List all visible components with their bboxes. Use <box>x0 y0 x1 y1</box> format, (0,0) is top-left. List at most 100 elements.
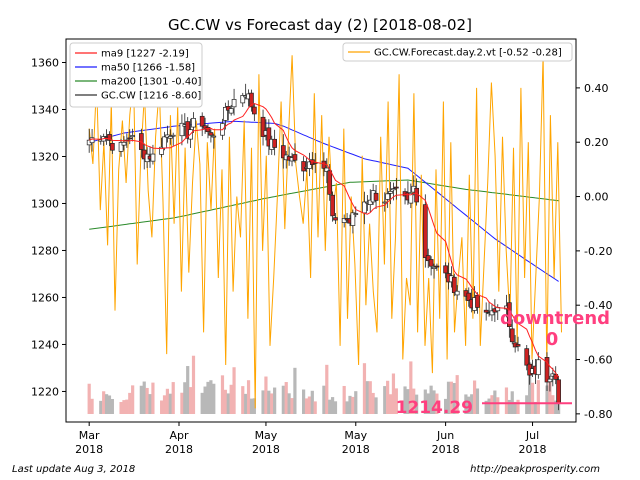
candle <box>333 212 338 224</box>
left-axis: 1220 1240 1260 1280 1300 1320 1340 1360 <box>31 56 66 398</box>
volume-bar <box>313 401 317 414</box>
volume-bar <box>490 395 494 414</box>
volume-bar <box>142 381 146 414</box>
legend-left-label: ma50 [1266 -1.58] <box>101 63 195 74</box>
volume-bar <box>536 380 540 414</box>
candle-body <box>362 201 367 214</box>
volume-bar <box>287 393 291 414</box>
volume-bar <box>429 385 433 414</box>
candle-body <box>202 125 208 129</box>
candle <box>553 366 559 385</box>
candle-body <box>524 348 530 366</box>
candle-body <box>301 161 306 172</box>
volume-bar <box>209 380 213 414</box>
volume-bar <box>99 400 103 414</box>
legend-right: GC.CW.Forecast.day.2.vt [-0.52 -0.28] <box>342 42 573 62</box>
last-price-label: 1214.29 <box>396 398 473 418</box>
left-tick-label: 1360 <box>31 56 59 69</box>
volume-bar <box>426 393 430 414</box>
forecast-line <box>88 55 562 409</box>
candle-body <box>159 146 164 155</box>
volume-bar <box>475 388 480 414</box>
candle-body <box>327 170 333 195</box>
volume-bar <box>293 367 297 414</box>
candle <box>292 143 298 163</box>
x-tick-year: 2018 <box>342 443 370 456</box>
volume-bar <box>449 381 453 414</box>
x-tick-year: 2018 <box>432 443 460 456</box>
candle-body <box>249 92 254 108</box>
candle <box>431 263 437 279</box>
volume-bar <box>496 397 500 414</box>
legend-left-label: ma9 [1227 -2.19] <box>101 49 189 60</box>
candle <box>385 188 390 208</box>
x-tick-month: May <box>255 429 278 442</box>
candle-body <box>252 106 257 115</box>
volume-bar <box>223 389 227 414</box>
candle-body <box>443 265 448 274</box>
right-tick-label: 0.20 <box>584 136 609 149</box>
volume-bar <box>423 389 427 414</box>
volume-bar <box>342 385 346 414</box>
candle <box>350 209 356 234</box>
candle-body <box>373 192 379 201</box>
candle <box>507 293 512 338</box>
volume-bar <box>131 385 135 414</box>
candle <box>451 273 457 297</box>
volume-bar <box>107 395 112 414</box>
candle-body <box>489 310 495 316</box>
candle-body <box>509 328 515 343</box>
candle <box>489 303 495 322</box>
candle-body <box>434 265 440 268</box>
volume-bar <box>229 384 233 414</box>
candle <box>515 336 521 352</box>
candle-body <box>353 213 359 215</box>
volume-bar <box>162 395 167 414</box>
left-tick-label: 1340 <box>31 103 59 116</box>
volume-bar <box>548 381 552 414</box>
volume-bar <box>406 389 410 414</box>
volume-bar <box>307 396 312 414</box>
candle <box>118 138 124 157</box>
volume-bar <box>348 395 352 414</box>
candle-body <box>130 135 135 138</box>
candle-body <box>223 106 228 121</box>
candle-body <box>266 127 272 147</box>
ma50-line <box>89 120 559 282</box>
volume-bar <box>528 362 532 414</box>
candle <box>266 119 272 156</box>
volume-bar <box>102 391 106 414</box>
volume-bar <box>290 398 294 414</box>
volume-bar <box>151 382 155 414</box>
volume-bar <box>365 381 369 414</box>
candle-body <box>260 116 266 137</box>
candle-body <box>431 266 437 269</box>
volume-bar <box>444 398 448 414</box>
right-tick-label: -0.80 <box>584 408 612 421</box>
candle-body <box>211 135 217 138</box>
legend-right-box <box>342 42 573 62</box>
candlesticks <box>86 83 561 411</box>
candle-body <box>393 186 399 189</box>
candle <box>252 103 257 121</box>
right-tick-label: 0.00 <box>584 191 609 204</box>
volume-bar <box>464 394 468 414</box>
x-tick-month: Mar <box>79 429 100 442</box>
legend-left-label: ma200 [1301 -0.40] <box>101 77 202 88</box>
candle-body <box>382 201 388 204</box>
candle-body <box>547 378 553 383</box>
candle-body <box>110 143 115 151</box>
volume-bar <box>232 367 236 414</box>
candle <box>425 248 431 269</box>
x-tick-month: Apr <box>169 429 189 442</box>
forecast-path <box>88 55 562 409</box>
chart-title: GC.CW vs Forecast day (2) [2018-08-02] <box>168 16 472 34</box>
candle-body <box>341 218 347 223</box>
volume-bar <box>183 382 187 414</box>
candle-body <box>466 292 472 301</box>
candle <box>330 191 335 222</box>
trend-label: downtrend <box>500 308 610 329</box>
volume-bar <box>165 388 170 414</box>
